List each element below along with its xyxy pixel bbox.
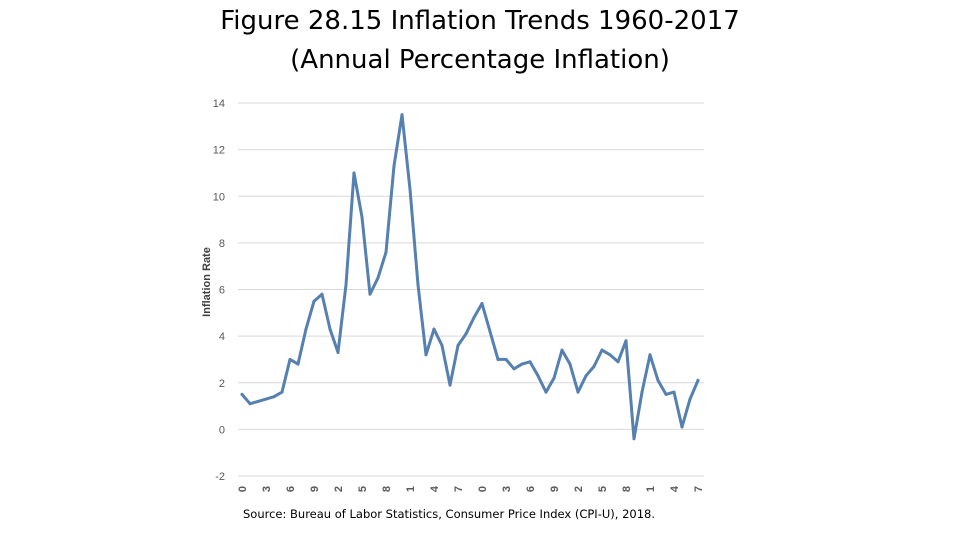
data-point: [504, 357, 508, 361]
y-tick-label: 8: [219, 238, 225, 250]
x-tick-label: 3: [501, 486, 513, 492]
data-point: [256, 399, 260, 403]
data-point: [536, 374, 540, 378]
x-tick-label: 7: [693, 486, 705, 492]
data-point: [624, 339, 628, 343]
x-tick-label: 2: [573, 486, 585, 492]
data-point: [368, 292, 372, 296]
data-point: [576, 390, 580, 394]
data-point: [448, 383, 452, 387]
data-point: [632, 437, 636, 441]
y-tick-label: 12: [213, 145, 225, 157]
data-point: [528, 360, 532, 364]
x-tick-label: 5: [357, 486, 369, 492]
data-point: [384, 250, 388, 254]
data-point: [408, 187, 412, 191]
data-point: [464, 332, 468, 336]
x-tick-label: 8: [381, 486, 393, 492]
data-point: [584, 374, 588, 378]
x-tick-label: 4: [669, 485, 681, 492]
data-point: [400, 113, 404, 117]
y-tick-label: 14: [213, 98, 225, 110]
x-tick-label: 9: [549, 486, 561, 492]
data-point: [440, 343, 444, 347]
data-point: [336, 350, 340, 354]
y-tick-label: -2: [215, 471, 225, 483]
data-point: [616, 360, 620, 364]
data-point: [376, 276, 380, 280]
data-point: [680, 425, 684, 429]
title-line-2: (Annual Percentage Inflation): [290, 45, 670, 75]
data-point: [248, 402, 252, 406]
data-point: [568, 362, 572, 366]
y-tick-label: 4: [219, 331, 225, 343]
data-point: [416, 283, 420, 287]
data-point: [304, 327, 308, 331]
data-point: [288, 357, 292, 361]
data-point: [512, 367, 516, 371]
x-tick-label: 6: [525, 486, 537, 492]
title-line-1: Figure 28.15 Inflation Trends 1960-2017: [220, 6, 740, 36]
data-point: [688, 397, 692, 401]
data-point: [496, 357, 500, 361]
x-tick-label: 1: [645, 486, 657, 492]
data-point: [672, 390, 676, 394]
x-tick-label: 3: [261, 486, 273, 492]
data-point: [296, 362, 300, 366]
data-point: [520, 362, 524, 366]
data-point: [240, 392, 244, 396]
y-tick-label: 6: [219, 285, 225, 297]
data-point: [344, 283, 348, 287]
data-point: [392, 164, 396, 168]
data-point: [480, 301, 484, 305]
data-point: [424, 353, 428, 357]
data-point: [552, 376, 556, 380]
data-point: [696, 378, 700, 382]
gridlines: [238, 102, 704, 477]
data-point: [432, 327, 436, 331]
data-point: [600, 348, 604, 352]
data-point: [560, 348, 564, 352]
source-note: Source: Bureau of Labor Statistics, Cons…: [243, 507, 655, 521]
x-tick-label: 6: [285, 486, 297, 492]
x-tick-label: 0: [237, 486, 249, 492]
data-point: [264, 397, 268, 401]
data-point: [656, 378, 660, 382]
x-tick-label: 7: [453, 486, 465, 492]
y-tick-label: 0: [219, 424, 225, 436]
x-tick-label: 4: [429, 485, 441, 492]
series-line-inflation-rate: [240, 113, 700, 441]
data-point: [312, 299, 316, 303]
data-point: [280, 390, 284, 394]
data-point: [592, 364, 596, 368]
data-point: [488, 329, 492, 333]
data-point: [352, 171, 356, 175]
y-tick-label: 2: [219, 378, 225, 390]
x-tick-label: 8: [621, 486, 633, 492]
data-point: [664, 392, 668, 396]
x-tick-label: 1: [405, 486, 417, 492]
series-layer: [240, 113, 700, 441]
x-tick-label: 5: [597, 486, 609, 492]
data-point: [608, 353, 612, 357]
data-point: [544, 390, 548, 394]
data-point: [640, 390, 644, 394]
data-point: [320, 292, 324, 296]
x-tick-label: 2: [333, 486, 345, 492]
y-tick-label: 10: [213, 191, 225, 203]
data-point: [648, 353, 652, 357]
data-point: [456, 343, 460, 347]
data-point: [328, 327, 332, 331]
y-axis-title: Inflation Rate: [201, 247, 213, 317]
data-point: [360, 215, 364, 219]
y-axis-ticks: -2 0 2 4 6 8 10 12 14: [213, 98, 225, 483]
data-point: [272, 395, 276, 399]
data-point: [472, 315, 476, 319]
x-tick-label: 0: [477, 486, 489, 492]
x-tick-label: 9: [309, 486, 321, 492]
